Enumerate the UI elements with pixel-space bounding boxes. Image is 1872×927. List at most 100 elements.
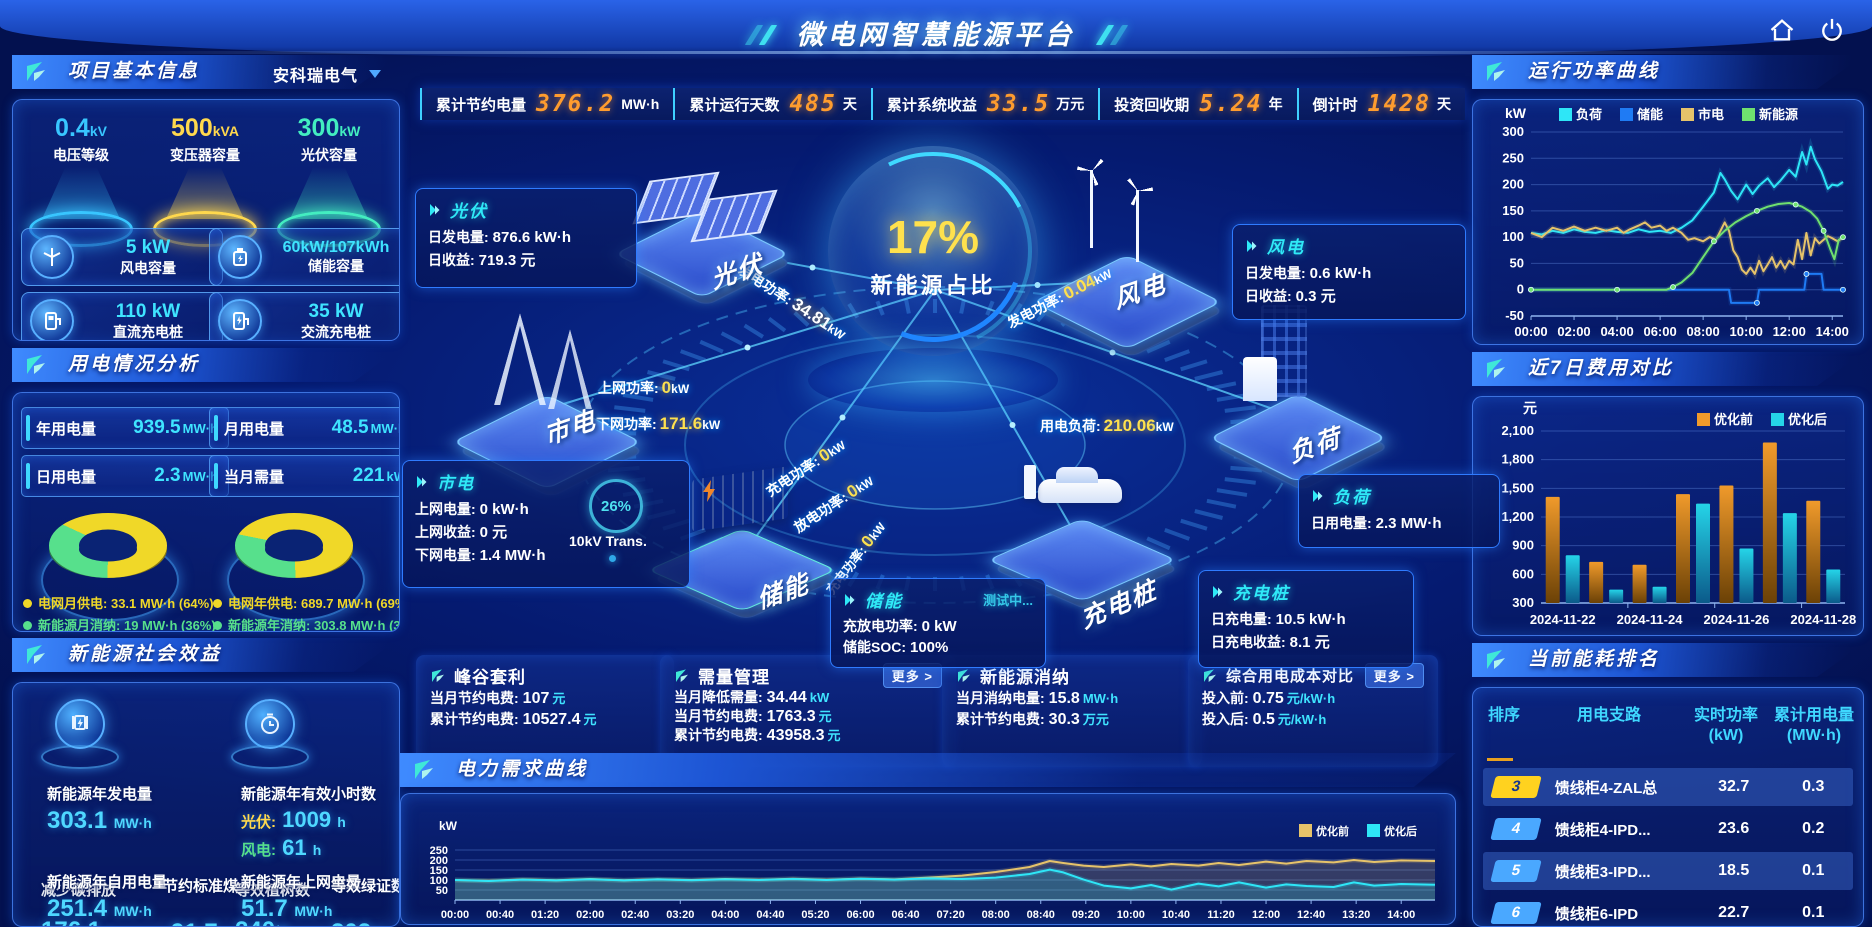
car-graphic [1056, 467, 1098, 483]
chevrons-right-icon [417, 475, 427, 488]
svg-text:00:00: 00:00 [441, 909, 469, 921]
stat-wind-capacity: 5 kW 风电容量 [21, 228, 223, 286]
svg-text:14:00: 14:00 [1387, 909, 1415, 921]
svg-text:储能: 储能 [1636, 107, 1663, 122]
ranking-row[interactable]: 5 馈线柜3-IPD... 18.5 0.1 [1483, 852, 1853, 890]
panel-project-info: 项目基本信息 安科瑞电气 0.4kV 电压等级 500kVA 变压器容量 300… [12, 55, 400, 341]
panel-social-benefit: 新能源社会效益 新能源年发电量 303.1 MW·h 新能源年有效小时数 光伏:… [12, 638, 400, 927]
company-name: 安科瑞电气 [272, 68, 358, 85]
stat-ac-charger: 35 kW 交流充电桩 [209, 292, 399, 340]
svg-text:12:40: 12:40 [1297, 909, 1325, 921]
legend-grid-year: 电网年供电: 689.7 MW·h (69%) [213, 593, 399, 612]
coal-label: 节约标准煤 [163, 878, 239, 895]
panel-corner-icon [24, 643, 48, 672]
light-cone [166, 167, 244, 219]
svg-text:05:20: 05:20 [801, 909, 829, 921]
car-graphic [1038, 479, 1122, 503]
svg-text:市电: 市电 [1698, 107, 1724, 122]
svg-text:优化后: 优化后 [1788, 412, 1827, 427]
svg-text:10:00: 10:00 [1730, 324, 1763, 339]
wind-hours-value: 风电: 61 h [241, 835, 322, 860]
hours-label: 新能源年有效小时数 [241, 786, 377, 803]
run-power-chart: -50 0 50 100 150 200 250 300 kW 00:00 02:00 04:00 06… [1479, 100, 1857, 344]
power-icon[interactable] [1818, 16, 1846, 49]
grid-info-box: 市电 上网电量: 0 kW·h 上网收益: 0 元 下网电量: 1.4 MW·h 26… [402, 460, 690, 588]
legend-renew-month: 新能源月消纳: 19 MW·h (36%) [23, 615, 216, 631]
renewable-share-value: 17% [886, 211, 980, 263]
rotor-graphic [1077, 156, 1107, 186]
svg-text:2,100: 2,100 [1501, 423, 1534, 438]
wind-turbine-graphic [1090, 170, 1093, 248]
generation-icon [55, 699, 105, 749]
header-underline [1487, 758, 1513, 761]
company-dropdown[interactable]: 安科瑞电气 [273, 57, 382, 91]
svg-text:08:00: 08:00 [1687, 324, 1720, 339]
charger-info-box: 充电桩 日充电量: 10.5 kW·h 日充电收益: 8.1 元 [1198, 570, 1414, 668]
svg-text:07:20: 07:20 [937, 909, 965, 921]
storage-status: 测试中... [983, 593, 1033, 608]
light-cone [42, 167, 120, 219]
svg-text:14:00: 14:00 [1816, 324, 1849, 339]
svg-text:2024-11-26: 2024-11-26 [1704, 612, 1770, 627]
svg-text:02:00: 02:00 [576, 909, 604, 921]
rank-badge: 3 [1490, 776, 1542, 798]
svg-text:1,200: 1,200 [1501, 509, 1534, 524]
ranking-row[interactable]: 4 馈线柜4-IPD... 23.6 0.2 [1483, 810, 1853, 848]
panel-corner-icon [432, 668, 444, 682]
ranking-row[interactable]: 6 馈线柜6-IPD 22.7 0.1 [1483, 894, 1853, 926]
svg-text:06:00: 06:00 [846, 909, 874, 921]
rank-badge: 5 [1490, 860, 1542, 882]
bolt-icon [700, 479, 718, 508]
usage-card-year: 年用电量 939.5 MW·h [21, 407, 229, 449]
usage-card-demand: 当月需量221kW [209, 455, 399, 497]
panel-usage-header: 用电情况分析 [12, 348, 400, 382]
home-icon[interactable] [1768, 16, 1796, 49]
wind-turbine-graphic [1136, 190, 1139, 262]
svg-text:200: 200 [1502, 177, 1524, 192]
panel-run-power: 运行功率曲线 -50 0 50 100 150 200 250 300 kW 00:00 02:00… [1472, 55, 1864, 345]
panel-corner-icon [1204, 668, 1216, 682]
panel-corner-icon [1484, 648, 1508, 677]
mini-renewable-consume: 新能源消纳 当月消纳电量: 15.8 MW·h 累计节约电费: 30.3 万元 [942, 655, 1202, 767]
transformer-load-ring: 26% [589, 479, 643, 533]
gen-value: 303.1 MW·h [47, 807, 152, 834]
rank-badge: 6 [1490, 902, 1542, 924]
coal-value: 91.7 t [171, 919, 229, 926]
pedestal-ring [231, 745, 309, 769]
svg-text:04:00: 04:00 [1600, 324, 1633, 339]
svg-text:1,800: 1,800 [1501, 452, 1534, 467]
stat-storage-capacity: 60kW/107kWh 储能容量 [209, 228, 399, 286]
panel-run-power-title: 运行功率曲线 [1528, 61, 1661, 82]
co2-label: 减少碳排放 [41, 882, 117, 899]
transformer-dot [609, 555, 616, 562]
panel-social-header: 新能源社会效益 [12, 638, 400, 672]
svg-text:1,500: 1,500 [1501, 480, 1534, 495]
svg-text:10:00: 10:00 [1117, 909, 1145, 921]
svg-text:100: 100 [1502, 229, 1524, 244]
wind-turbine-icon [30, 235, 74, 279]
svg-text:2024-11-28: 2024-11-28 [1790, 612, 1856, 627]
panel-demand-curve: 电力需求曲线 50 100 150 200 250 kW 00:00 00:40 01:20 02… [400, 753, 1456, 925]
building-graphic [1243, 357, 1277, 401]
legend-renew-year: 新能源年消纳: 303.8 MW·h (31%) [213, 615, 399, 631]
panel-cost-title: 近7日费用对比 [1528, 358, 1674, 379]
svg-text:02:00: 02:00 [1557, 324, 1590, 339]
panel-demand-title: 电力需求曲线 [456, 759, 589, 780]
load-info-box: 负荷 日用电量: 2.3 MW·h [1298, 474, 1500, 548]
self-use-label: 新能源年自用电量 [47, 874, 168, 891]
ranking-row[interactable]: 3 馈线柜4-ZAL总 32.7 0.3 [1483, 768, 1853, 806]
kpi-income: 累计系统收益 33.5 万元 [870, 88, 1098, 120]
svg-text:06:40: 06:40 [892, 909, 920, 921]
svg-text:250: 250 [430, 845, 448, 857]
charge-post-graphic [1024, 465, 1036, 499]
panel-corner-icon [958, 668, 970, 682]
svg-text:150: 150 [430, 865, 448, 877]
clock-icon [245, 699, 295, 749]
svg-text:150: 150 [1502, 203, 1524, 218]
capacity-voltage: 0.4kV 电压等级 [21, 114, 141, 247]
kpi-payback: 投资回收期 5.24 年 [1098, 88, 1296, 120]
svg-text:元: 元 [1523, 400, 1537, 416]
cost-compare-chart: 300 600 900 1,200 1,500 1,800 2,100 元 2024-11-22… [1479, 397, 1857, 635]
svg-text:300: 300 [1512, 595, 1534, 610]
